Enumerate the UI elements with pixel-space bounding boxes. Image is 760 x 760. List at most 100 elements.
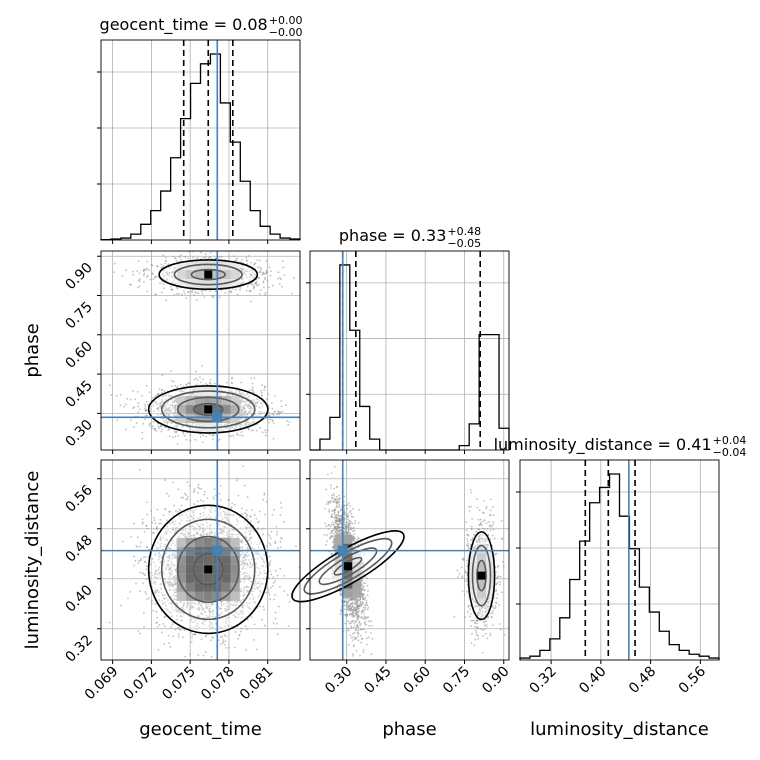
- sample-point: [236, 293, 239, 296]
- sample-point: [174, 384, 177, 387]
- sample-point: [273, 598, 275, 601]
- sample-point: [202, 654, 205, 657]
- sample-point: [210, 655, 213, 658]
- title-minus: −0.00: [269, 26, 303, 39]
- sample-point: [256, 527, 259, 530]
- sample-point: [263, 608, 266, 611]
- sample-point: [258, 284, 260, 286]
- sample-point: [264, 386, 266, 389]
- sample-point: [116, 394, 118, 397]
- sample-point: [183, 434, 186, 437]
- sample-point: [253, 514, 256, 516]
- sample-point: [240, 431, 243, 434]
- histogram-geocent_time: [100, 53, 301, 241]
- sample-point: [129, 283, 131, 286]
- sample-point: [151, 397, 154, 399]
- sample-point: [283, 574, 285, 577]
- sample-point: [244, 625, 247, 628]
- sample-point: [185, 297, 188, 299]
- sample-point: [267, 591, 270, 593]
- sample-point: [156, 616, 159, 619]
- sample-point: [261, 384, 264, 387]
- sample-point: [235, 479, 238, 482]
- sample-point: [143, 625, 145, 628]
- sample-point: [123, 405, 125, 408]
- sample-point: [164, 262, 167, 265]
- sample-point: [268, 421, 270, 424]
- sample-point: [274, 611, 277, 614]
- sample-point: [119, 393, 122, 396]
- sample-point: [268, 555, 271, 558]
- sample-point: [156, 508, 159, 511]
- sample-point: [250, 282, 253, 285]
- sample-point: [272, 581, 275, 584]
- x-tick-label: 0.40: [576, 664, 609, 697]
- sample-point: [167, 429, 170, 432]
- sample-point: [224, 291, 227, 294]
- sample-point: [220, 499, 222, 501]
- sample-point: [130, 535, 133, 538]
- sample-point: [188, 394, 191, 397]
- sample-point: [249, 300, 252, 303]
- sample-point: [202, 256, 205, 259]
- sample-point: [172, 255, 175, 258]
- sample-point: [279, 278, 282, 281]
- sample-point: [253, 399, 255, 401]
- sample-point: [275, 533, 278, 536]
- sample-point: [152, 278, 155, 281]
- sample-point: [218, 256, 221, 258]
- sample-point: [185, 438, 188, 441]
- sample-point: [168, 435, 171, 438]
- sample-point: [213, 382, 216, 385]
- sample-point: [152, 420, 155, 423]
- sample-point: [151, 272, 154, 275]
- sample-point: [262, 280, 265, 283]
- y-tick-label: 0.90: [62, 260, 95, 293]
- sample-point: [121, 275, 124, 277]
- sample-point: [174, 435, 177, 438]
- sample-point: [146, 513, 149, 516]
- sample-point: [194, 290, 197, 293]
- sample-point: [187, 291, 190, 294]
- x-tick-label: 0.48: [626, 664, 659, 697]
- sample-point: [202, 500, 204, 503]
- sample-point: [268, 542, 271, 545]
- sample-point: [200, 638, 203, 641]
- sample-point: [173, 430, 176, 433]
- sample-point: [176, 510, 179, 513]
- sample-point: [243, 484, 246, 487]
- sample-point: [247, 423, 250, 426]
- title-text: luminosity_distance = 0.41: [494, 435, 712, 455]
- sample-point: [256, 284, 258, 287]
- sample-point: [171, 635, 174, 638]
- sample-point: [266, 545, 269, 547]
- sample-point: [268, 562, 271, 565]
- sample-point: [208, 433, 211, 436]
- sample-point: [144, 405, 147, 408]
- sample-point: [195, 383, 198, 386]
- sample-point: [126, 398, 129, 400]
- sample-point: [199, 381, 202, 384]
- sample-point: [282, 266, 285, 269]
- sample-point: [252, 284, 254, 287]
- sample-point: [201, 292, 204, 295]
- density-peak: [204, 405, 213, 414]
- sample-point: [266, 279, 269, 282]
- sample-point: [193, 633, 196, 635]
- sample-point: [185, 494, 188, 496]
- sample-point: [261, 618, 263, 621]
- sample-point: [192, 256, 195, 259]
- sample-point: [130, 419, 133, 421]
- sample-point: [239, 287, 242, 289]
- sample-point: [234, 288, 237, 291]
- sample-point: [265, 500, 268, 503]
- sample-point: [267, 393, 270, 396]
- sample-point: [138, 408, 141, 411]
- sample-point: [260, 394, 263, 397]
- sample-point: [260, 289, 262, 291]
- sample-point: [133, 555, 136, 558]
- sample-point: [152, 531, 155, 534]
- sample-point: [180, 258, 182, 261]
- sample-point: [252, 391, 255, 394]
- sample-point: [261, 431, 264, 434]
